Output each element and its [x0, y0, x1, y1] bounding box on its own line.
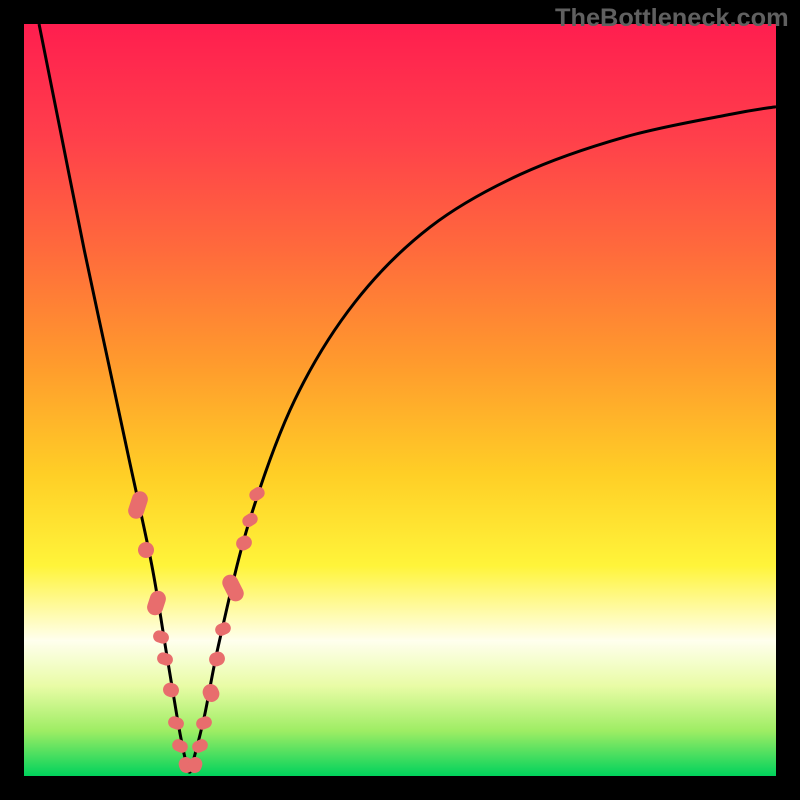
curve-marker	[171, 737, 191, 755]
curve-marker	[195, 715, 214, 732]
curve-marker	[166, 715, 185, 732]
curve-marker	[136, 540, 156, 560]
watermark-text: TheBottleneck.com	[555, 4, 789, 33]
plot-area	[24, 24, 776, 776]
curve-marker	[126, 489, 150, 521]
curve-marker	[240, 511, 260, 530]
curve-marker	[151, 629, 170, 645]
curve-marker	[145, 589, 168, 618]
chart-frame: TheBottleneck.com	[0, 0, 800, 800]
curve-marker	[247, 485, 267, 504]
curve-marker	[220, 572, 247, 604]
markers-layer	[24, 24, 776, 776]
curve-marker	[161, 680, 181, 698]
curve-marker	[190, 737, 209, 754]
curve-marker	[207, 650, 227, 669]
curve-marker	[200, 682, 222, 705]
curve-marker	[213, 621, 233, 639]
curve-marker	[156, 651, 175, 667]
curve-marker	[233, 533, 254, 553]
